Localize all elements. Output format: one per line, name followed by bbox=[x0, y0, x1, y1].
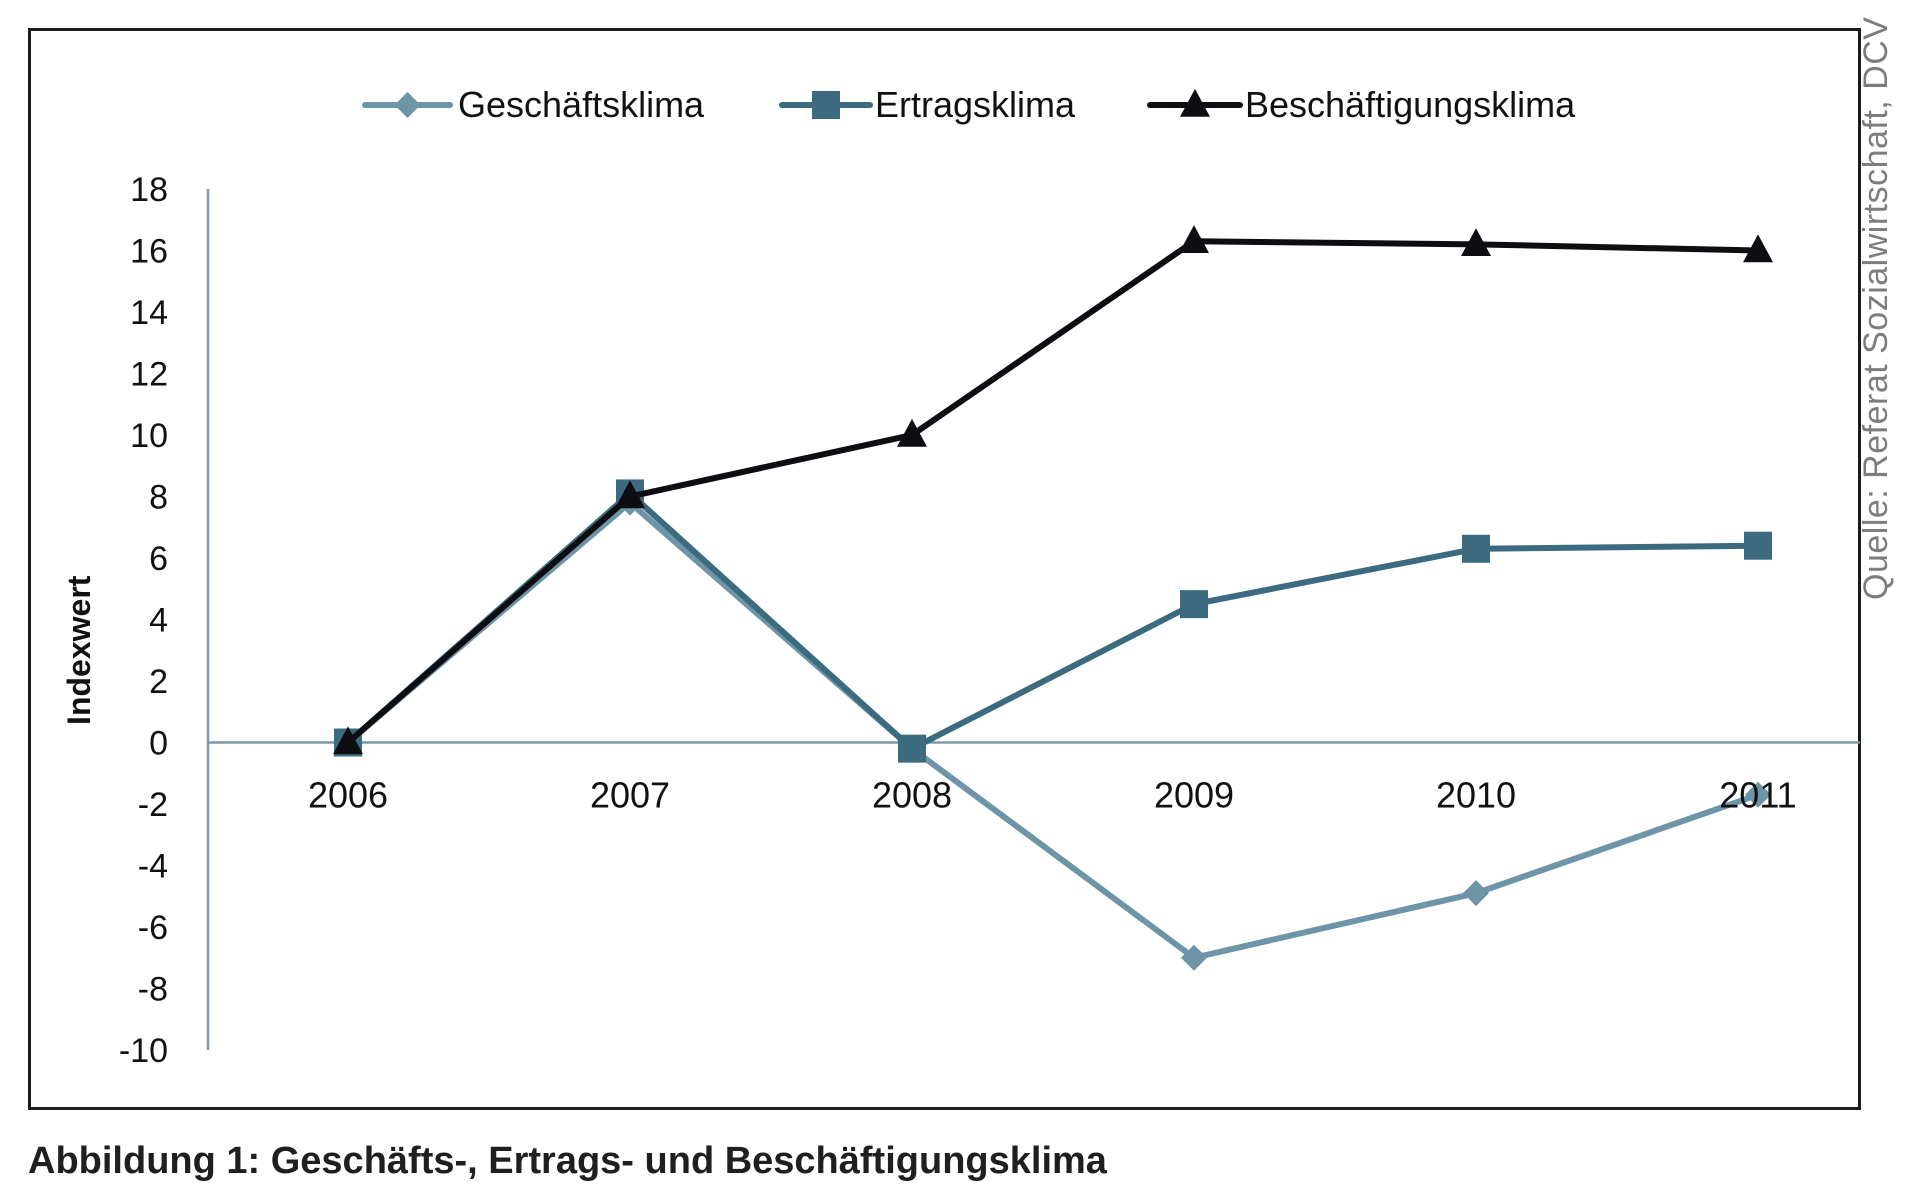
series-triangle bbox=[333, 225, 1773, 755]
y-tick-label: -2 bbox=[138, 786, 168, 824]
x-tick-label: 2011 bbox=[1719, 775, 1796, 816]
legend-label: Geschäftsklima bbox=[458, 84, 705, 125]
data-point bbox=[1180, 590, 1208, 619]
y-axis-title: Indexwert bbox=[61, 575, 97, 725]
legend-item: Geschäftsklima bbox=[362, 84, 705, 125]
y-tick-label: 12 bbox=[130, 356, 168, 394]
data-point bbox=[1462, 534, 1490, 563]
data-point bbox=[898, 734, 926, 763]
data-point bbox=[1463, 880, 1489, 907]
legend-marker bbox=[812, 91, 840, 119]
chart-frame bbox=[28, 28, 1861, 1110]
y-tick-label: 10 bbox=[130, 417, 168, 455]
data-point bbox=[615, 480, 645, 509]
legend-item: Ertragsklima bbox=[779, 84, 1076, 125]
series-line bbox=[345, 238, 1761, 746]
y-tick-label: -6 bbox=[138, 909, 168, 947]
legend: Geschäftsklima Ertragsklima Beschäftigungs… bbox=[362, 84, 1576, 125]
data-point bbox=[1744, 531, 1772, 560]
data-point bbox=[897, 418, 927, 447]
y-tick-label: -8 bbox=[138, 971, 168, 1009]
y-tick-label: 4 bbox=[149, 602, 168, 640]
data-point bbox=[1181, 944, 1207, 971]
x-tick-labels: 2006 2007 2008 2009 2010 2011 bbox=[308, 775, 1797, 816]
series-line bbox=[345, 499, 1761, 961]
data-point bbox=[333, 726, 363, 755]
series-layer bbox=[333, 225, 1773, 971]
figure-caption: Abbildung 1: Geschäfts-, Ertrags- und Be… bbox=[28, 1140, 1107, 1182]
data-point bbox=[1745, 781, 1771, 808]
legend-marker bbox=[1180, 88, 1210, 117]
x-tick-label: 2006 bbox=[308, 775, 388, 816]
x-tick-label: 2007 bbox=[590, 775, 670, 816]
y-tick-label: 2 bbox=[149, 663, 168, 701]
legend-label: Ertragsklima bbox=[875, 84, 1076, 125]
y-tick-label: -10 bbox=[119, 1032, 168, 1070]
series-line bbox=[345, 490, 1761, 752]
series-square bbox=[334, 479, 1772, 763]
source-note: Quelle: Referat Sozialwirtschaft, DCV bbox=[1857, 16, 1895, 600]
y-tick-label: 18 bbox=[130, 171, 168, 209]
y-tick-label: 16 bbox=[130, 233, 168, 271]
legend-marker bbox=[394, 92, 421, 118]
data-point bbox=[1179, 225, 1209, 253]
y-tick-label: 0 bbox=[149, 725, 168, 763]
data-point bbox=[1461, 228, 1491, 257]
x-tick-label: 2008 bbox=[872, 775, 952, 816]
legend-label: Beschäftigungsklima bbox=[1245, 84, 1576, 125]
legend-item: Beschäftigungsklima bbox=[1147, 84, 1576, 125]
y-tick-label: 6 bbox=[149, 540, 168, 578]
x-tick-label: 2009 bbox=[1154, 775, 1234, 816]
y-tick-label: 8 bbox=[149, 479, 168, 517]
axes: 18 16 14 12 10 8 6 4 2 0 -2 -4 -6 -8 -10 Indexwert bbox=[61, 171, 1860, 1070]
y-tick-label: -4 bbox=[138, 848, 168, 886]
x-tick-label: 2010 bbox=[1436, 775, 1516, 816]
y-tick-label: 14 bbox=[130, 294, 168, 332]
data-point bbox=[1743, 234, 1773, 263]
